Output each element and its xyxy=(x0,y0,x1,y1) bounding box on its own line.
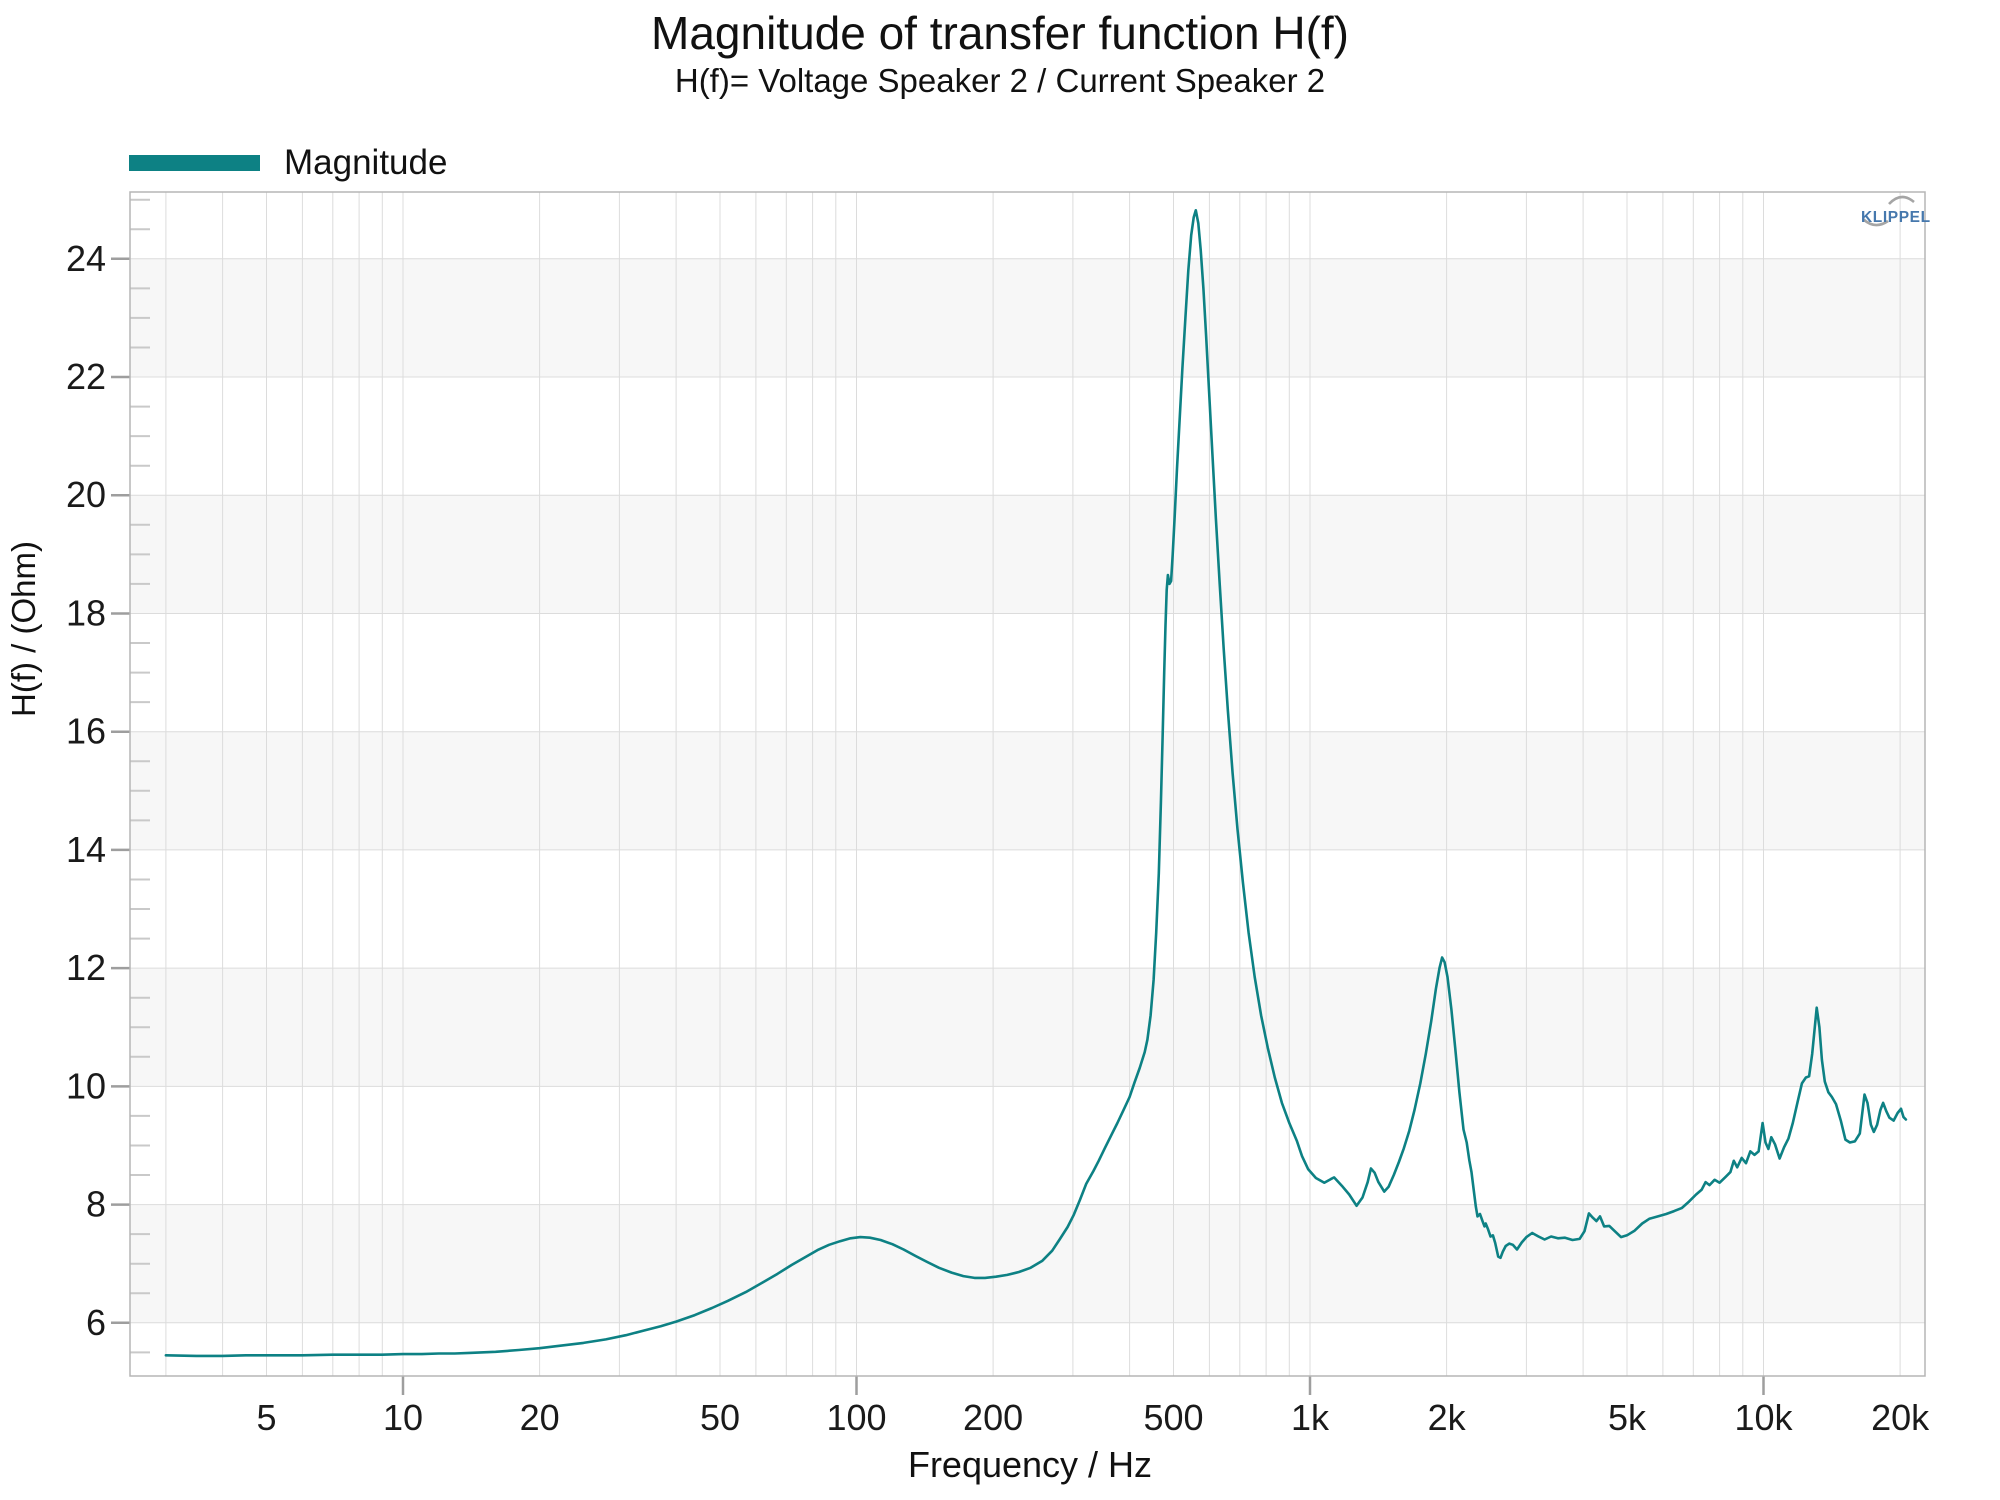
legend: Magnitude xyxy=(129,145,447,180)
y-axis-title: H(f) / (Ohm) xyxy=(5,541,42,717)
klippel-logo-text: KLIPPEL xyxy=(1861,209,1931,226)
x-axis-title: Frequency / Hz xyxy=(907,1444,1153,1485)
svg-text:10: 10 xyxy=(66,1065,106,1106)
svg-text:20: 20 xyxy=(66,474,106,515)
legend-swatch-magnitude xyxy=(129,154,260,171)
chart-subtitle: H(f)= Voltage Speaker 2 / Current Speake… xyxy=(674,62,1326,99)
svg-text:10k: 10k xyxy=(1734,1397,1793,1438)
alt-bands xyxy=(130,258,1925,1323)
x-gridlines xyxy=(165,192,1901,1376)
svg-text:6: 6 xyxy=(86,1302,106,1343)
klippel-logo-top-arc xyxy=(1888,195,1915,205)
svg-text:8: 8 xyxy=(86,1184,106,1225)
svg-text:5: 5 xyxy=(256,1397,276,1438)
klippel-logo-bottom-arc xyxy=(1862,218,1889,227)
x-decade-ticks xyxy=(401,1376,1765,1395)
svg-text:50: 50 xyxy=(700,1397,740,1438)
svg-text:16: 16 xyxy=(66,711,106,752)
svg-text:2k: 2k xyxy=(1428,1397,1467,1438)
klippel-logo: KLIPPEL xyxy=(1861,195,1931,227)
svg-text:18: 18 xyxy=(66,593,106,634)
svg-text:5k: 5k xyxy=(1608,1397,1647,1438)
svg-text:22: 22 xyxy=(66,356,106,397)
svg-text:500: 500 xyxy=(1143,1397,1203,1438)
svg-text:12: 12 xyxy=(66,947,106,988)
svg-text:10: 10 xyxy=(383,1397,423,1438)
svg-text:200: 200 xyxy=(963,1397,1023,1438)
magnitude-curve xyxy=(164,209,1908,1358)
plot-border xyxy=(129,191,1926,1377)
chart-title: Magnitude of transfer function H(f) xyxy=(651,7,1349,59)
svg-text:14: 14 xyxy=(66,829,106,870)
svg-text:1k: 1k xyxy=(1291,1397,1330,1438)
svg-text:100: 100 xyxy=(826,1397,886,1438)
svg-text:24: 24 xyxy=(66,238,106,279)
svg-text:20: 20 xyxy=(520,1397,560,1438)
svg-text:20k: 20k xyxy=(1871,1397,1930,1438)
y-gridlines xyxy=(130,258,1925,1324)
y-minor-ticks xyxy=(130,198,150,1354)
y-major-ticks xyxy=(111,257,130,1325)
y-tick-labels: 6 8 10 12 14 16 18 20 22 24 xyxy=(66,238,106,1343)
legend-label: Magnitude xyxy=(284,143,448,182)
x-tick-labels: 5 10 20 50 100 200 500 1k 2k 5k 10k 20k xyxy=(256,1397,1930,1438)
